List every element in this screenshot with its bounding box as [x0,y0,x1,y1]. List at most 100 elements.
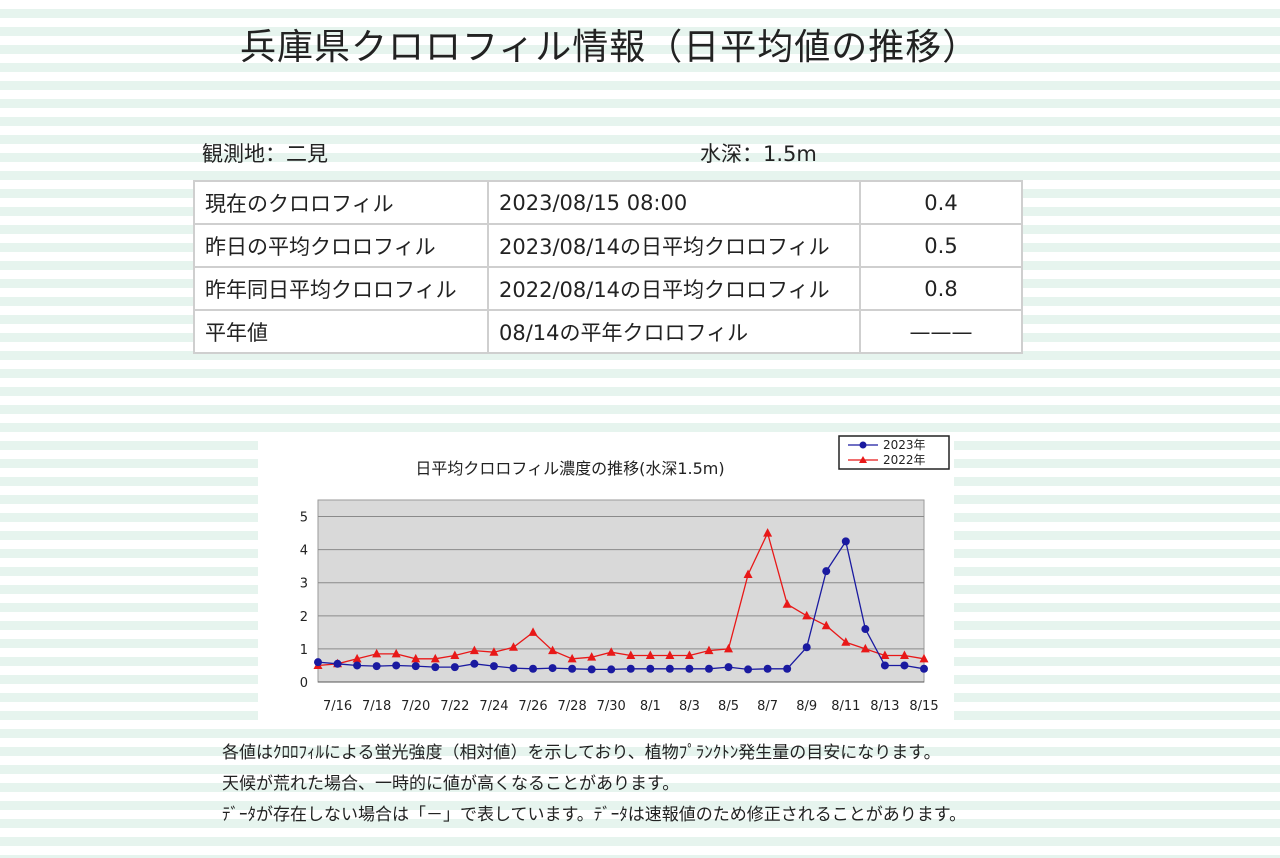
row-desc: 2022/08/14の日平均クロロフィル [487,266,861,311]
data-point [685,664,694,673]
data-point [607,665,616,674]
data-point [704,645,714,655]
data-point [450,650,460,660]
legend-marker-2023 [859,441,867,449]
data-point [352,653,362,663]
data-point [470,659,479,668]
y-tick-label: 1 [300,643,308,658]
row-value: 0.4 [859,180,1023,225]
row-value: 0.8 [859,266,1023,311]
note-line: 天候が荒れた場合、一時的に値が高くなることがあります。 [222,774,680,794]
row-value: ——— [859,309,1023,354]
data-point [822,567,831,576]
row-label: 昨年同日平均クロロフィル [193,266,489,311]
note-line: 各値はｸﾛﾛﾌｨﾙによる蛍光強度（相対値）を示しており、植物ﾌﾟﾗﾝｸﾄﾝ発生量… [222,743,941,763]
data-point [391,648,401,658]
table-row: 昨年同日平均クロロフィル 2022/08/14の日平均クロロフィル 0.8 [193,266,1023,311]
y-tick-label: 5 [300,511,308,526]
table-row: 平年値 08/14の平年クロロフィル ——— [193,309,1023,354]
data-point [587,665,596,674]
data-point [919,653,929,663]
table-row: 現在のクロロフィル 2023/08/15 08:00 0.4 [193,180,1023,225]
data-point [704,664,713,673]
data-point [665,664,674,673]
chlorophyll-chart: 日平均クロロフィル濃度の推移(水深1.5m) 0 1 2 3 4 5 7/16 7/18 7/… [300,435,950,714]
data-point [645,650,655,660]
data-point [587,652,597,661]
data-point [763,664,772,673]
data-point [353,661,362,670]
data-point [548,664,557,673]
data-point [782,599,792,608]
data-point [899,650,909,660]
data-point [411,662,420,671]
data-point [606,647,616,656]
data-point [528,627,538,636]
data-point [900,661,909,670]
x-tick-label: 8/1 [640,699,661,714]
row-value: 0.5 [859,223,1023,268]
data-point [724,663,733,672]
x-tick-label: 7/26 [518,699,547,714]
depth-label: 水深：1.5m [700,142,817,166]
chlorophyll-table: 現在のクロロフィル 2023/08/15 08:00 0.4 昨日の平均クロロフ… [193,180,1023,354]
chart-legend: 2023年 2022年 [838,435,950,470]
data-point [841,537,850,546]
data-point [314,658,322,667]
data-point [646,664,655,673]
data-point [529,664,538,673]
chart-title: 日平均クロロフィル濃度の推移(水深1.5m) [415,459,724,478]
data-point [372,662,381,671]
table-row: 昨日の平均クロロフィル 2023/08/14の日平均クロロフィル 0.5 [193,223,1023,268]
row-label: 平年値 [193,309,489,354]
data-point [724,643,734,653]
data-point [802,610,812,620]
row-label: 昨日の平均クロロフィル [193,223,489,268]
y-tick-label: 0 [300,676,308,691]
data-point [841,637,851,646]
y-tick-label: 3 [300,577,308,592]
x-tick-label: 7/28 [558,699,587,714]
data-point [626,650,636,660]
data-point [372,648,382,658]
data-point [489,662,498,671]
x-tick-label: 7/24 [479,699,508,714]
series-2023年 [314,537,928,674]
data-point [392,661,401,670]
x-tick-label: 8/7 [757,699,778,714]
data-point [567,653,577,663]
series-2022年 [313,528,929,669]
data-point [880,650,890,660]
legend-marker-2022 [859,456,867,463]
data-point [508,642,518,651]
data-point [411,653,421,663]
data-point [861,625,870,634]
y-tick-label: 2 [300,610,308,625]
data-point [568,664,577,673]
x-tick-label: 7/22 [440,699,469,714]
data-point [450,663,459,672]
data-point [548,645,558,655]
x-tick-label: 8/11 [831,699,860,714]
row-desc: 08/14の平年クロロフィル [487,309,861,354]
data-point [684,650,694,660]
data-point [431,663,440,672]
data-point [469,645,479,655]
data-point [783,664,792,673]
x-tick-label: 7/16 [323,699,352,714]
chart-container: 日平均クロロフィル濃度の推移(水深1.5m) 0 1 2 3 4 5 7/16 7/18 7/… [258,432,954,724]
data-point [763,528,773,537]
data-point [333,659,342,668]
note-line: ﾃﾞｰﾀが存在しない場合は「－」で表しています。ﾃﾞｰﾀは速報値のため修正される… [222,805,967,825]
data-point [860,643,870,653]
data-point [920,664,928,673]
x-tick-label: 8/9 [796,699,817,714]
series-line [317,531,925,667]
data-point [489,647,499,656]
data-point [744,665,753,674]
data-point [802,643,811,652]
data-point [743,569,753,578]
row-desc: 2023/08/14の日平均クロロフィル [487,223,861,268]
row-label: 現在のクロロフィル [193,180,489,225]
x-tick-label: 8/13 [870,699,899,714]
